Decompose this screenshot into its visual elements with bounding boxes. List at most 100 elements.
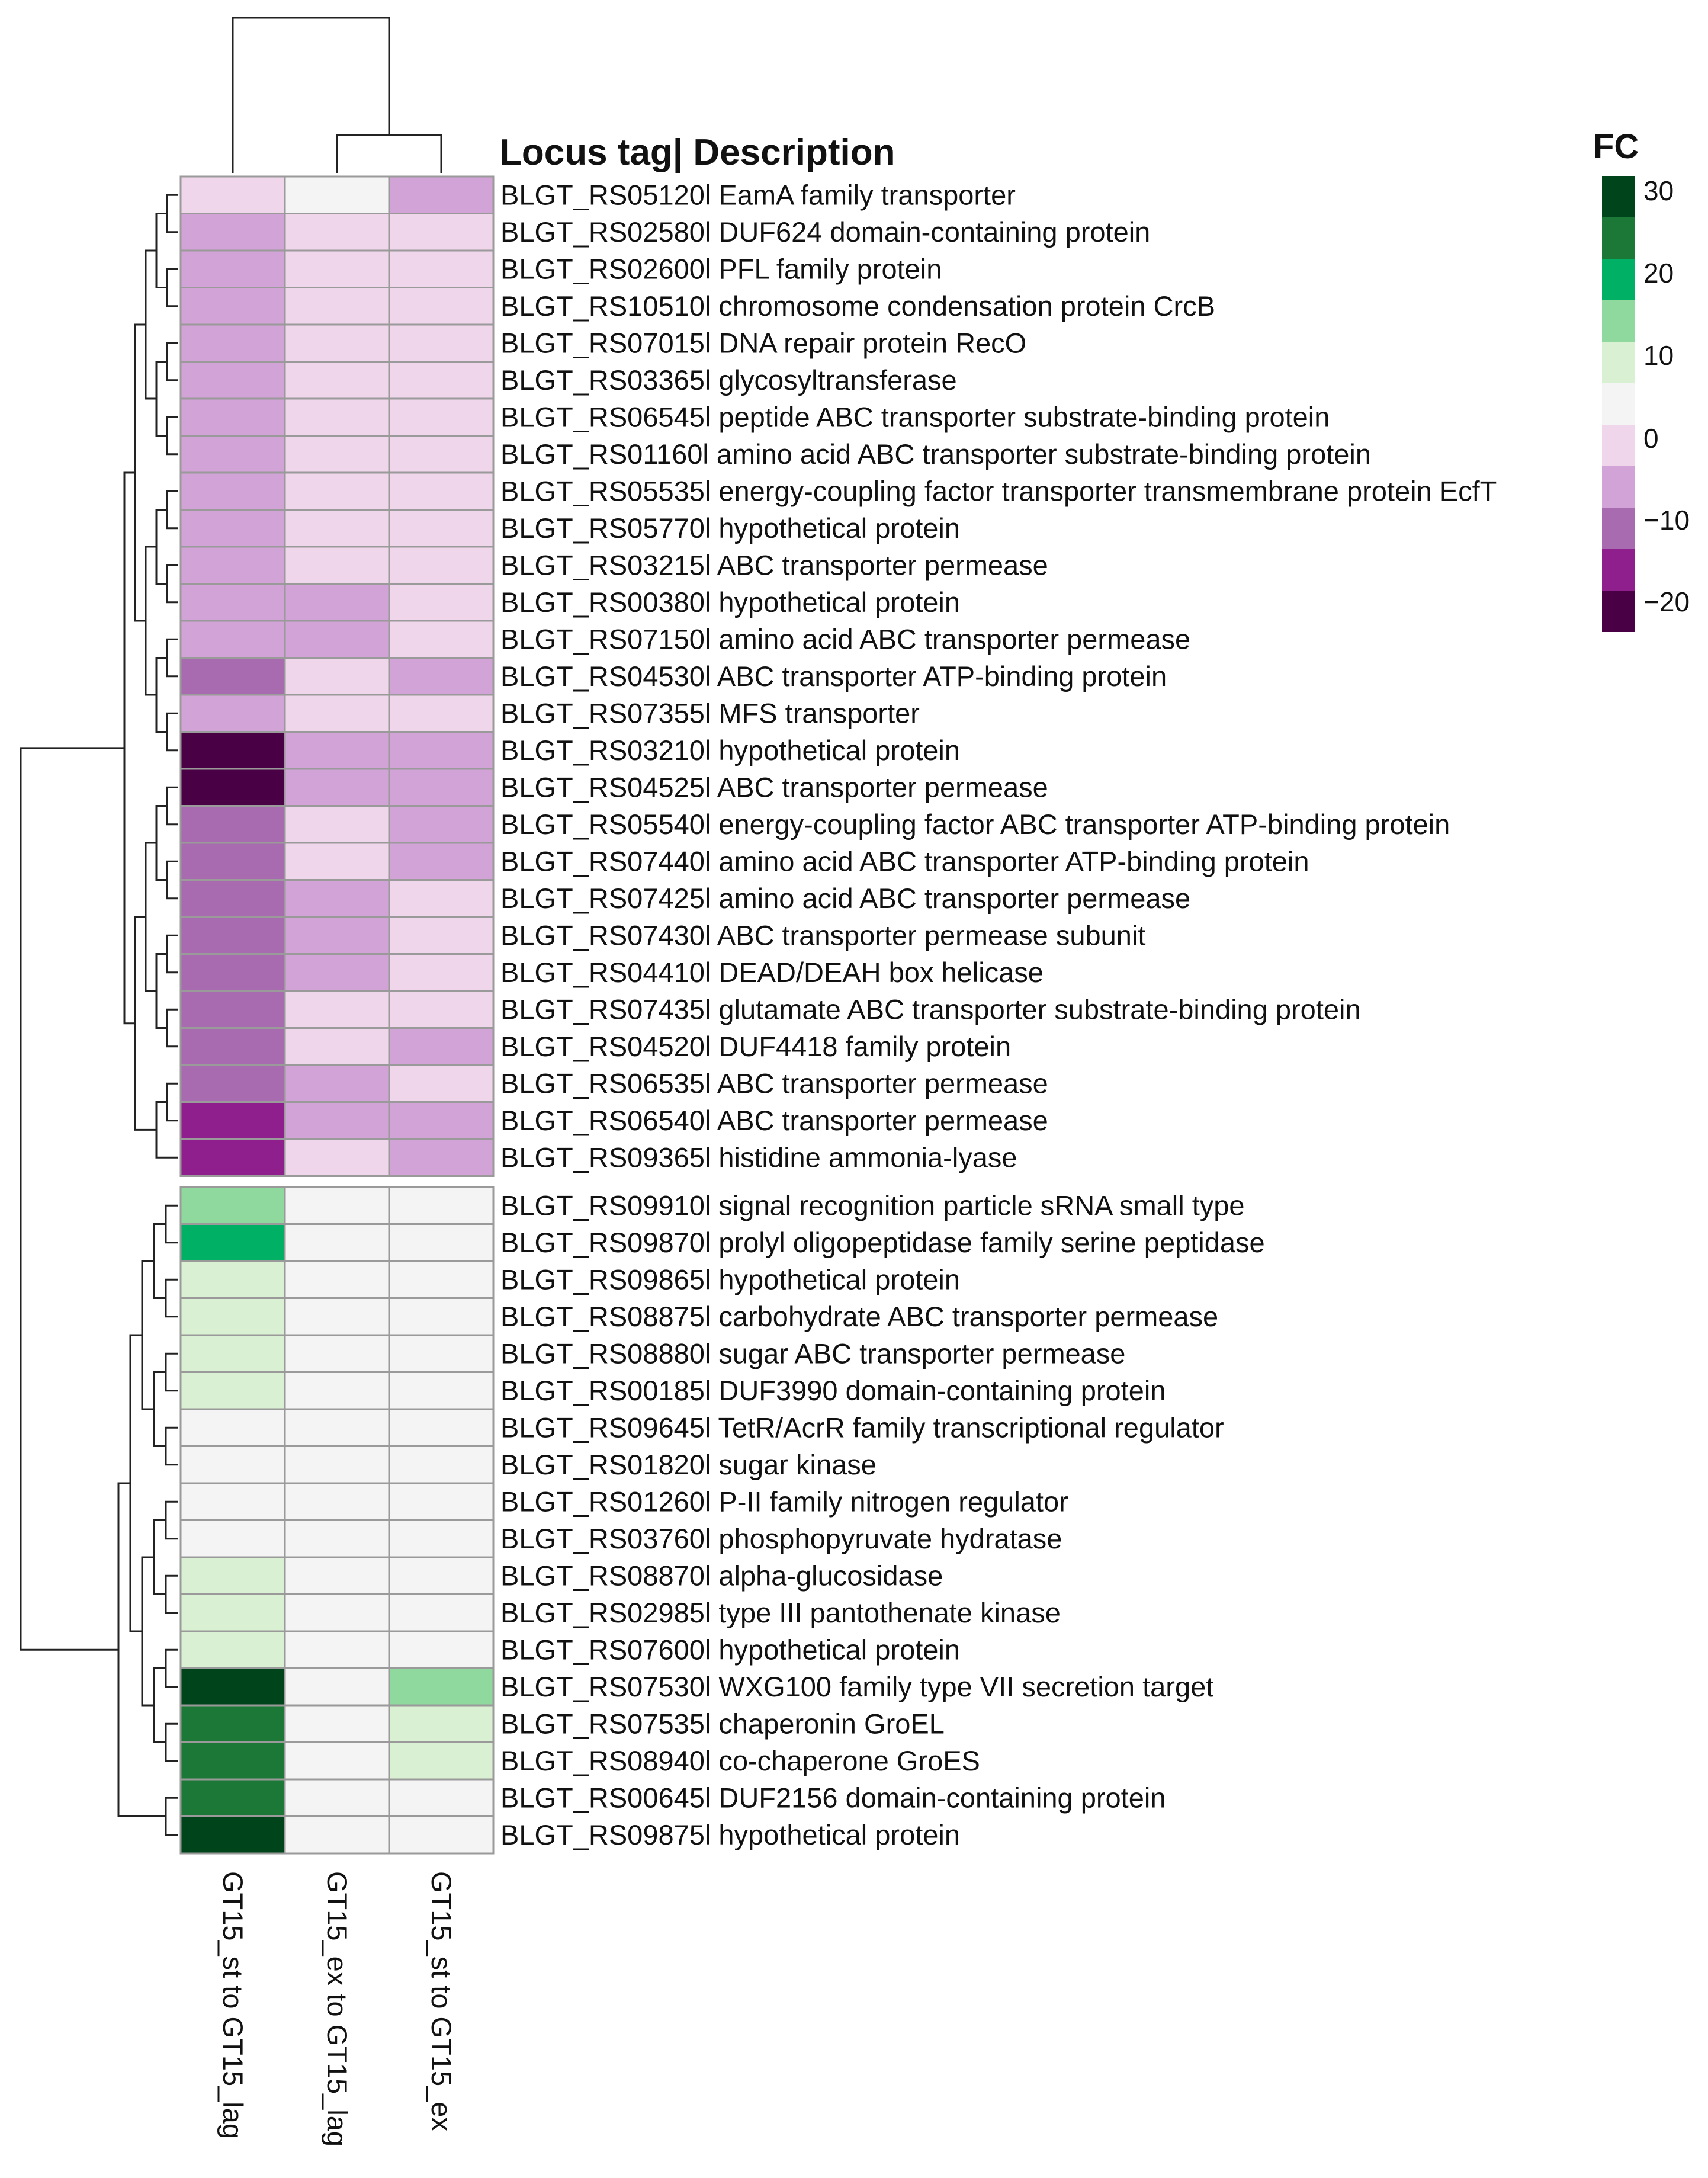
heatmap-cell <box>388 509 495 548</box>
heatmap-cell <box>284 916 390 955</box>
heatmap-cell <box>388 1630 495 1669</box>
row-label: BLGT_RS01820l sugar kinase <box>500 1449 877 1480</box>
row-label: BLGT_RS01260l P-II family nitrogen regul… <box>500 1486 1068 1517</box>
dendrogram-branch <box>153 1519 166 1595</box>
heatmap-cell <box>179 694 286 733</box>
row-label: BLGT_RS03210l hypothetical protein <box>500 734 960 766</box>
heatmap-cell <box>284 694 390 733</box>
heatmap-cell <box>284 1260 390 1299</box>
row-label: BLGT_RS09865l hypothetical protein <box>500 1263 960 1295</box>
dendrogram-branch <box>134 916 146 1131</box>
heatmap-cell <box>179 287 286 326</box>
heatmap-cell <box>388 213 495 252</box>
heatmap-cell <box>284 509 390 548</box>
dendrogram-branch <box>165 1426 178 1466</box>
heatmap-cell <box>388 1027 495 1066</box>
dendrogram-branch <box>155 361 167 437</box>
heatmap-cell <box>388 1667 495 1707</box>
heatmap-cell <box>284 768 390 807</box>
dendrogram-branch <box>232 17 390 173</box>
heatmap-cell <box>179 323 286 363</box>
heatmap-cell <box>179 1741 286 1781</box>
heatmap-cell <box>179 1519 286 1558</box>
row-label: BLGT_RS05535l energy-coupling factor tra… <box>500 475 1497 506</box>
dendrogram-branch <box>166 268 178 307</box>
heatmap-cell <box>388 1223 495 1262</box>
dendrogram-branch <box>166 564 178 604</box>
heatmap-cell <box>284 805 390 844</box>
row-label: BLGT_RS05540l energy-coupling factor ABC… <box>500 809 1450 840</box>
heatmap-cell <box>284 397 390 437</box>
heatmap-cell <box>284 323 390 363</box>
heatmap-cell <box>179 1297 286 1336</box>
heatmap-cell <box>388 1741 495 1781</box>
row-label: BLGT_RS02580l DUF624 domain-containing p… <box>500 216 1150 248</box>
heatmap-cell <box>179 546 286 585</box>
row-label: BLGT_RS07535l chaperonin GroEL <box>500 1708 945 1739</box>
heatmap-cell <box>388 1138 495 1177</box>
heatmap-cell <box>179 1027 286 1066</box>
dendrogram-branch <box>155 509 167 585</box>
heatmap-cell <box>388 1704 495 1743</box>
legend-swatch <box>1602 259 1635 300</box>
heatmap-cell <box>179 175 286 214</box>
row-label: BLGT_RS07435l glutamate ABC transporter … <box>500 993 1361 1025</box>
legend-tick-label: −10 <box>1643 505 1690 535</box>
legend-swatch <box>1602 591 1635 632</box>
column-label: GT15_st to GT15_lag <box>217 1871 249 2139</box>
row-label: BLGT_RS01160l amino acid ABC transporter… <box>500 438 1371 470</box>
row-label: BLGT_RS02600l PFL family protein <box>500 253 942 284</box>
heatmap-cell <box>284 213 390 252</box>
row-labels: BLGT_RS05120l EamA family transporter BLG… <box>500 179 1497 1850</box>
heatmap-cell <box>179 1556 286 1595</box>
heatmap-cell <box>179 768 286 807</box>
heatmap-cell <box>388 953 495 992</box>
heatmap-cell <box>284 1519 390 1558</box>
row-label: BLGT_RS08870l alpha-glucosidase <box>500 1560 943 1591</box>
heatmap-cell <box>388 546 495 585</box>
heatmap-cell <box>284 1482 390 1521</box>
heatmap-cell <box>284 1064 390 1103</box>
legend-swatch <box>1602 466 1635 508</box>
heatmap-cell <box>179 1138 286 1177</box>
legend-tick-label: 20 <box>1643 258 1674 288</box>
heatmap-cell <box>284 1101 390 1140</box>
heatmap-cell <box>179 509 286 548</box>
heatmap-cell <box>284 1630 390 1669</box>
dendrogram-branch <box>165 1204 178 1244</box>
heatmap-cell <box>179 879 286 918</box>
dendrogram-branch <box>166 638 178 678</box>
dendrogram-branch <box>166 342 178 381</box>
dendrogram-branch <box>155 805 167 881</box>
legend-tick-label: 30 <box>1643 175 1674 206</box>
heatmap-cell <box>179 1667 286 1707</box>
row-label: BLGT_RS09870l prolyl oligopeptidase fami… <box>500 1227 1265 1258</box>
heatmap-cell <box>179 1101 286 1140</box>
heatmap-cell <box>284 1667 390 1707</box>
heatmap-cell <box>179 1064 286 1103</box>
dendrogram-branch <box>166 490 178 530</box>
heatmap-cell <box>179 620 286 659</box>
heatmap-cell <box>179 249 286 288</box>
heatmap-cell <box>179 471 286 511</box>
column-labels: GT15_st to GT15_lag GT15_ex to GT15_lag GT… <box>217 1871 457 2147</box>
heatmap-cell <box>284 1815 390 1855</box>
heatmap-cell <box>388 1445 495 1484</box>
heatmap-cell <box>284 1778 390 1817</box>
heatmap-cell <box>388 1593 495 1632</box>
legend-title: FC <box>1593 127 1639 166</box>
dendrogram-branch <box>166 934 178 974</box>
heatmap-cell <box>284 583 390 622</box>
heatmap-cell <box>179 1482 286 1521</box>
heatmap-cell <box>388 1297 495 1336</box>
legend-swatch <box>1602 508 1635 549</box>
legend-swatch <box>1602 549 1635 591</box>
row-label: BLGT_RS03760l phosphopyruvate hydratase <box>500 1523 1062 1554</box>
heatmap-cell <box>284 657 390 696</box>
heatmap-cell <box>388 1064 495 1103</box>
heatmap-cell <box>388 1778 495 1817</box>
heatmap-cell <box>284 1186 390 1225</box>
dendrogram-branch <box>141 1260 154 1410</box>
heatmap-cell <box>388 731 495 770</box>
heatmap-cell <box>388 657 495 696</box>
